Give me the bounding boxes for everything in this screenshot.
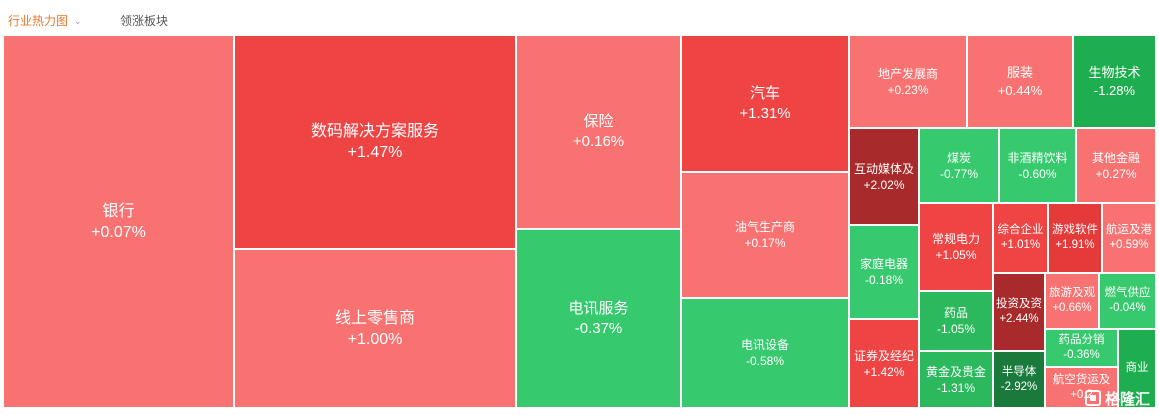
tile-change: +0.2	[1070, 388, 1093, 401]
tab-industry-heatmap-label: 行业热力图	[8, 14, 69, 28]
tile-name: 银行	[102, 202, 135, 220]
tab-leading-sectors[interactable]: 领涨板块	[120, 12, 168, 29]
treemap-tile-oil-gas[interactable]: 油气生产商 +0.17%	[681, 172, 849, 298]
tile-change: -0.77%	[939, 166, 979, 181]
tile-name: 航空货运及	[1052, 373, 1111, 386]
treemap-tile-securities-brokerage[interactable]: 证券及经纪 +1.42%	[849, 319, 919, 408]
tile-name: 生物技术	[1088, 64, 1141, 80]
tile-name: 商业	[1125, 362, 1149, 374]
industry-treemap: 银行 +0.07% 数码解决方案服务 +1.47% 线上零售商 +1.00% 保…	[0, 35, 1159, 410]
tile-change: -0.18%	[864, 273, 904, 287]
tile-change: +1.31%	[739, 104, 791, 122]
tab-leading-sectors-label: 领涨板块	[120, 14, 169, 28]
tile-name: 证券及经纪	[853, 348, 914, 363]
tile-name: 药品分销	[1058, 334, 1105, 346]
treemap-tile-conventional-power[interactable]: 常规电力 +1.05%	[919, 203, 993, 291]
chevron-down-icon[interactable]: ⌄	[74, 16, 82, 26]
tile-name: 电讯设备	[740, 338, 789, 352]
tile-change: +1.05%	[935, 248, 977, 262]
treemap-tile-gold-precious-metals[interactable]: 黄金及贵金 -1.31%	[919, 351, 993, 408]
tile-name: 燃气供应	[1104, 287, 1151, 299]
tile-change: +1.47%	[347, 144, 403, 161]
treemap-tile-semiconductors[interactable]: 半导体 -2.92%	[993, 351, 1045, 408]
treemap-tile-air-freight[interactable]: 航空货运及 +0.2	[1045, 367, 1118, 408]
tile-change: +0.17%	[744, 236, 786, 250]
treemap-tile-investment-asset[interactable]: 投资及资 +2.44%	[993, 273, 1045, 351]
tile-name: 服装	[1006, 64, 1033, 80]
heatmap-tab-bar: 行业热力图 ⌄ 领涨板块	[0, 0, 1159, 34]
tile-name: 其他金融	[1091, 150, 1140, 165]
treemap-tile-pharmaceuticals[interactable]: 药品 -1.05%	[919, 291, 993, 351]
tile-change: -0.36%	[1063, 349, 1100, 361]
treemap-tile-banking[interactable]: 银行 +0.07%	[3, 35, 234, 408]
treemap-tile-drug-distribution[interactable]: 药品分销 -0.36%	[1045, 329, 1118, 367]
tile-change: +0.66%	[1052, 302, 1092, 314]
tile-change: +0.44%	[997, 82, 1043, 98]
tile-name: 保险	[583, 113, 614, 130]
tile-name: 互动媒体及	[853, 161, 914, 176]
tile-change: +0.23%	[887, 82, 929, 97]
tile-change: -0.58%	[745, 354, 785, 368]
tile-change: +1.00%	[347, 330, 403, 348]
treemap-tile-telecom-equipment[interactable]: 电讯设备 -0.58%	[681, 298, 849, 408]
tile-name: 药品	[943, 306, 968, 320]
treemap-tile-tourism[interactable]: 旅游及观 +0.66%	[1045, 273, 1099, 329]
treemap-tile-game-software[interactable]: 游戏软件 +1.91%	[1048, 203, 1102, 273]
tile-name: 常规电力	[931, 232, 980, 246]
tile-name: 地产发展商	[877, 66, 938, 81]
tile-change: -0.04%	[1109, 302, 1146, 314]
tile-name: 家庭电器	[859, 257, 908, 271]
tile-change: -1.05%	[936, 322, 976, 336]
tile-change: +2.02%	[863, 177, 905, 192]
tile-change: +1.91%	[1055, 239, 1095, 251]
tile-name: 旅游及观	[1049, 287, 1095, 299]
tile-name: 半导体	[1001, 365, 1037, 378]
tile-change: -1.28%	[1093, 82, 1136, 98]
tile-name: 数码解决方案服务	[310, 123, 439, 140]
tile-name: 综合企业	[997, 224, 1044, 236]
treemap-tile-conglomerates[interactable]: 综合企业 +1.01%	[993, 203, 1048, 273]
tile-name: 航运及港	[1106, 224, 1152, 236]
treemap-tile-digital-solutions[interactable]: 数码解决方案服务 +1.47%	[234, 35, 516, 249]
tile-change: -2.92%	[1000, 380, 1038, 393]
treemap-tile-coal[interactable]: 煤炭 -0.77%	[919, 128, 999, 203]
treemap-tile-apparel[interactable]: 服装 +0.44%	[967, 35, 1073, 128]
tile-change: +0.27%	[1095, 166, 1137, 181]
tile-name: -1.31%	[936, 380, 976, 395]
treemap-tile-telecom-services[interactable]: 电讯服务 -0.37%	[516, 229, 681, 408]
tab-industry-heatmap[interactable]: 行业热力图 ⌄	[8, 12, 82, 29]
treemap-tile-shipping-ports[interactable]: 航运及港 +0.59%	[1102, 203, 1156, 273]
tile-change: -0.60%	[1018, 166, 1057, 181]
tile-name: 油气生产商	[734, 220, 795, 234]
tile-name: 投资及资	[996, 298, 1042, 310]
treemap-tile-insurance[interactable]: 保险 +0.16%	[516, 35, 681, 229]
tile-name: 汽车	[749, 84, 780, 102]
treemap-tile-gas-supply[interactable]: 燃气供应 -0.04%	[1099, 273, 1156, 329]
tile-change: -0.37%	[574, 319, 623, 337]
tile-change: +1.42%	[863, 364, 905, 379]
treemap-tile-other-finance[interactable]: 其他金融 +0.27%	[1076, 128, 1156, 203]
tile-change: +0.16%	[572, 133, 625, 150]
tile-name: 非酒精饮料	[1007, 150, 1068, 165]
tile-change: +1.01%	[1000, 239, 1041, 251]
treemap-tile-property-developers[interactable]: 地产发展商 +0.23%	[849, 35, 967, 128]
tile-name: 煤炭	[946, 150, 971, 165]
tile-name: 黄金及贵金	[925, 364, 986, 379]
treemap-tile-interactive-media[interactable]: 互动媒体及 +2.02%	[849, 128, 919, 225]
tile-change: +0.59%	[1109, 239, 1149, 251]
treemap-tile-automobiles[interactable]: 汽车 +1.31%	[681, 35, 849, 172]
tile-change: +2.44%	[999, 313, 1039, 325]
tile-name: 电讯服务	[568, 299, 629, 317]
treemap-tile-online-retail[interactable]: 线上零售商 +1.00%	[234, 249, 516, 408]
tile-change: +0.07%	[91, 223, 146, 241]
treemap-tile-soft-drinks[interactable]: 非酒精饮料 -0.60%	[999, 128, 1076, 203]
treemap-tile-biotech[interactable]: 生物技术 -1.28%	[1073, 35, 1156, 128]
treemap-tile-commercial[interactable]: 商业	[1118, 329, 1156, 408]
tile-name: 线上零售商	[334, 309, 415, 327]
treemap-tile-home-appliances[interactable]: 家庭电器 -0.18%	[849, 225, 919, 319]
tile-name: 游戏软件	[1052, 224, 1098, 236]
